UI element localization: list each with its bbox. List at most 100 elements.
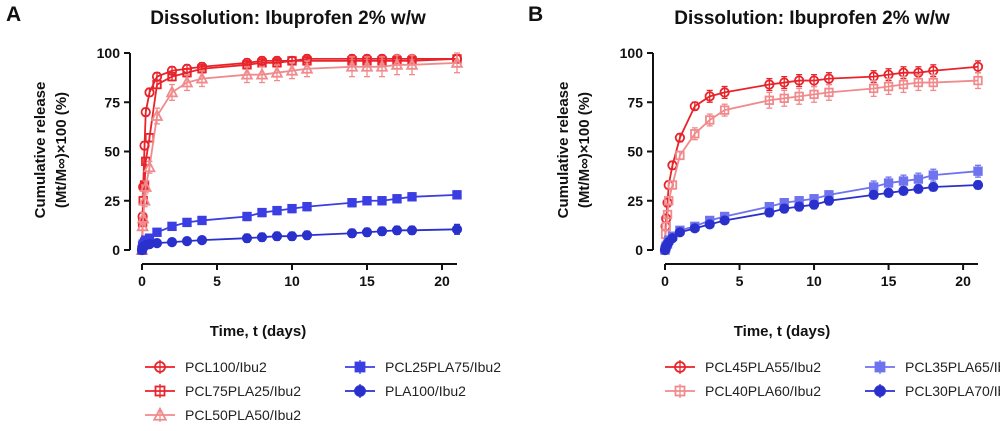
- panel-b-data-point: [779, 93, 789, 103]
- panel-a-legend-marker: [354, 385, 366, 397]
- panel-b-y-tick-label: 75: [627, 94, 643, 110]
- panel-a-data-point: [181, 236, 193, 247]
- panel-b-data-point: [809, 89, 819, 100]
- panel-b-legend-marker: [674, 361, 686, 373]
- panel-a-data-point: [391, 225, 403, 236]
- panel-b-letter: B: [528, 3, 543, 26]
- panel-a-series-pla100-ibu2: [136, 223, 463, 256]
- panel-b-data-point: [779, 77, 790, 88]
- panel-a-data-point: [195, 71, 209, 84]
- panel-b-data-point: [719, 87, 730, 98]
- panel-b-data-point: [973, 166, 983, 176]
- panel-b-data-point: [674, 227, 686, 238]
- panel-a-data-point: [407, 192, 417, 202]
- panel-b-data-point: [913, 174, 924, 184]
- panel-b-data-point: [824, 87, 834, 98]
- panel-b-legend-label: PCL40PLA60/Ibu2: [705, 383, 821, 399]
- panel-b-data-point: [913, 183, 924, 195]
- panel-a-data-point: [166, 237, 178, 248]
- panel-b-y-tick-label: 50: [627, 144, 643, 160]
- panel-a-data-point: [287, 203, 297, 214]
- panel-a-legend-label: PCL50PLA50/Ibu2: [185, 407, 301, 423]
- panel-a-data-point: [346, 228, 358, 239]
- panel-b-legend-marker: [674, 385, 686, 397]
- panel-b-data-point: [928, 170, 938, 180]
- panel-b-y-tick-label: 100: [620, 45, 644, 61]
- panel-a-y-tick-label: 0: [112, 242, 120, 258]
- panel-b-data-point: [883, 178, 894, 188]
- panel-b-data-point: [794, 201, 805, 212]
- panel-a-data-point: [255, 67, 269, 80]
- panel-b-data-point: [913, 77, 924, 88]
- panel-b-series-pcl30pla70-ibu2: [659, 179, 984, 256]
- panel-a-letter: A: [6, 3, 21, 26]
- panel-a-x-tick-label: 10: [284, 273, 300, 289]
- panel-a-data-point: [300, 61, 314, 74]
- panel-a-data-point: [165, 85, 179, 98]
- panel-b-data-point: [719, 105, 730, 115]
- panel-b-x-tick-label: 0: [661, 273, 669, 289]
- panel-a-legend-marker: [354, 361, 366, 373]
- panel-a-data-point: [144, 87, 155, 98]
- panel-b-data-point: [823, 73, 835, 84]
- panel-b-data-point: [928, 181, 939, 193]
- panel-a-data-point: [257, 207, 267, 218]
- panel-a-data-point: [136, 219, 149, 232]
- panel-a-legend-item-pcl50pla50-ibu2: PCL50PLA50/Ibu2: [145, 406, 301, 423]
- panel-a-data-point: [167, 71, 177, 82]
- panel-a-data-point: [347, 198, 357, 208]
- panel-b-ylabel-line1: Cumulative release: [555, 82, 572, 219]
- panel-b-legend-label: PCL45PLA55/Ibu2: [705, 359, 821, 375]
- panel-b-series-pcl40pla60-ibu2: [660, 72, 983, 255]
- panel-a-data-point: [139, 179, 153, 192]
- panel-a-data-point: [285, 63, 299, 76]
- panel-b-data-point: [868, 182, 879, 192]
- panel-a-data-point: [196, 235, 208, 246]
- panel-b-data-point: [898, 185, 909, 196]
- panel-a-y-tick-label: 75: [104, 94, 120, 110]
- panel-a-data-point: [152, 227, 162, 237]
- panel-a-legend-item-pcl25pla75-ibu2: PCL25PLA75/Ibu2: [345, 359, 501, 375]
- panel-a-legend-item-pcl100-ibu2: PCL100/Ibu2: [145, 359, 267, 375]
- panel-b-data-point: [704, 91, 715, 102]
- panel-a-data-point: [362, 196, 372, 206]
- panel-b-data-point: [883, 187, 894, 198]
- panel-b-data-point: [689, 223, 700, 234]
- panel-a-data-point: [167, 221, 177, 232]
- panel-a-legend: PCL100/Ibu2 PCL75PLA25/Ibu2 PCL50PLA50/Ibu…: [145, 359, 501, 423]
- panel-b-legend-marker: [874, 385, 886, 397]
- panel-a-data-point: [242, 211, 252, 222]
- panel-b-x-tick-label: 20: [955, 273, 971, 289]
- panel-a-legend-label: PCL75PLA25/Ibu2: [185, 383, 301, 399]
- panel-a-plot-area: 0 25 50 75 100 0 5 10 15 20: [97, 45, 464, 289]
- panel-a-legend-item-pcl75pla25-ibu2: PCL75PLA25/Ibu2: [145, 383, 301, 399]
- panel-b-data-point: [823, 195, 835, 206]
- panel-a-y-tick-label: 50: [104, 144, 120, 160]
- panel-b-series-pcl35pla65-ibu2: [660, 164, 983, 255]
- panel-b-x-tick-label: 5: [736, 273, 744, 289]
- panel-b-legend-label: PCL35PLA65/Ibu2: [905, 359, 1000, 375]
- panel-a-data-point: [151, 238, 163, 249]
- panel-a-data-point: [361, 227, 373, 238]
- panel-a-data-point: [271, 231, 283, 242]
- panel-a-series-pcl50pla50-ibu2: [135, 52, 464, 255]
- panel-a: A Dissolution: Ibuprofen 2% w/w Cumulati…: [6, 3, 501, 423]
- panel-b-legend-item-pcl30pla70-ibu2: PCL30PLA70/Ibu2: [865, 383, 1000, 399]
- panel-a-data-point: [451, 224, 463, 235]
- panel-b-data-point: [883, 81, 894, 92]
- panel-a-legend-marker: [154, 385, 166, 397]
- panel-b-data-point: [674, 132, 686, 143]
- panel-a-data-point: [377, 196, 387, 206]
- panel-b-data-point: [667, 180, 678, 190]
- panel-a-legend-label: PCL25PLA75/Ibu2: [385, 359, 501, 375]
- panel-b-data-point: [690, 129, 700, 139]
- panel-b-data-point: [972, 61, 984, 72]
- panel-b-data-point: [661, 221, 671, 232]
- panel-a-data-point: [241, 233, 253, 244]
- panel-a-title: Dissolution: Ibuprofen 2% w/w: [150, 8, 426, 29]
- panel-b-data-point: [898, 79, 909, 90]
- panel-b-legend-marker: [874, 361, 886, 373]
- panel-a-data-point: [152, 79, 162, 90]
- panel-a-data-point: [360, 59, 374, 72]
